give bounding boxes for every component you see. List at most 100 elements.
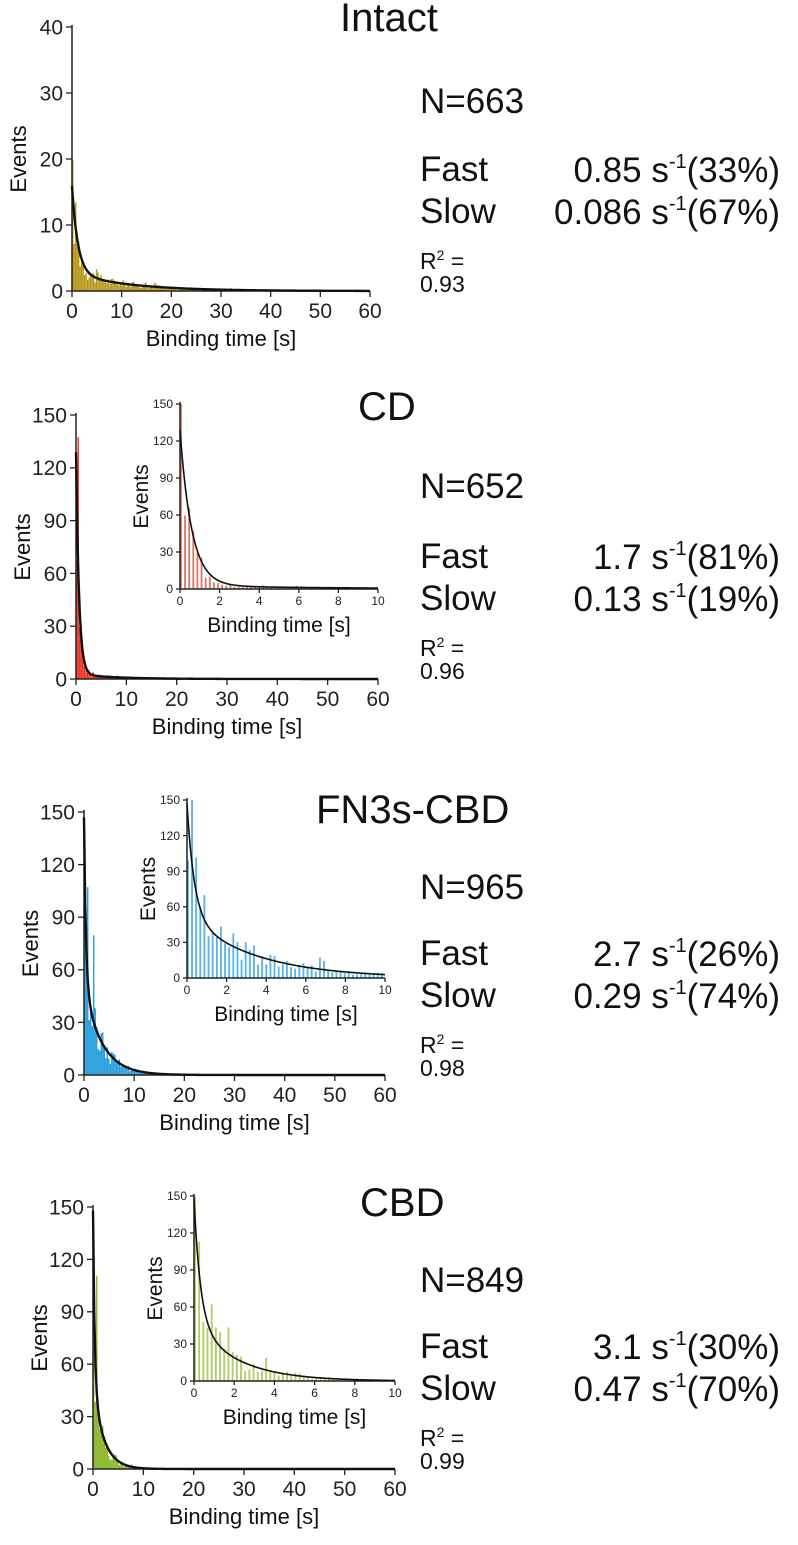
histogram-bar [257, 964, 259, 978]
histogram-bar [121, 1065, 124, 1075]
histogram-bar [171, 288, 174, 291]
histogram-bar [103, 1436, 106, 1469]
x-tick-label: 30 [215, 688, 238, 711]
fast-rate-percent: (30%) [686, 1328, 780, 1367]
histogram-bar [270, 587, 273, 589]
histogram-bar [302, 963, 305, 978]
histogram-bar [109, 1063, 112, 1075]
histogram-bar [118, 285, 120, 291]
fast-rate-value: 2.7 s [592, 935, 669, 974]
histogram-bar [159, 287, 162, 291]
event-count: N=849 [420, 1261, 525, 1300]
histogram-bar [128, 283, 131, 291]
r-squared: R2 = 0.93 [420, 248, 465, 296]
histogram-bar [180, 288, 183, 291]
histogram-bar [195, 857, 198, 978]
x-tick-label: 10 [110, 300, 133, 323]
histogram-bar [256, 1371, 259, 1381]
histogram-bar [144, 1073, 146, 1075]
histogram-bar [265, 964, 268, 978]
histogram-bar [269, 1370, 272, 1381]
fast-rate-percent: (26%) [686, 935, 780, 974]
histogram-bar [294, 1372, 297, 1381]
histogram-bar [376, 972, 379, 978]
histogram-bar [237, 586, 240, 589]
histogram-bar [213, 582, 215, 589]
histogram-bar [74, 202, 77, 291]
y-tick-label: 90 [44, 510, 67, 533]
histogram-bar [246, 586, 248, 589]
histogram-bar [97, 1405, 99, 1469]
slow-rate-value: 0.13 s [573, 580, 669, 619]
histogram-bar [269, 954, 272, 978]
x-tick-label: 8 [342, 983, 349, 997]
x-tick-label: 6 [295, 594, 302, 608]
y-tick-label: 90 [52, 907, 75, 930]
x-tick-label: 2 [216, 594, 223, 608]
histogram-bar [147, 288, 150, 291]
histogram-bar [116, 284, 119, 291]
histogram-bar [96, 1026, 98, 1075]
y-tick-label: 0 [55, 668, 67, 691]
x-tick-label: 40 [266, 688, 289, 711]
panel-cbd: CBD 0 10 20 30 40 50 60 0 30 60 90 120 150 Binding ti… [0, 1165, 798, 1545]
histogram-bar [106, 283, 108, 291]
histogram-bar [307, 1377, 309, 1381]
x-tick-label: 4 [263, 983, 270, 997]
histogram-bar [110, 279, 113, 291]
histogram-bar [146, 287, 148, 291]
y-tick-label: 150 [153, 397, 173, 411]
histogram-bar [93, 935, 95, 1075]
histogram-bar [103, 281, 105, 291]
x-tick-label: 0 [184, 983, 191, 997]
inset-chart: 0 2 4 6 8 10 0 30 60 90 120 150 Binding time [s] Even… [137, 793, 392, 1026]
histogram-bar [123, 1066, 125, 1075]
histogram-bar [115, 1455, 118, 1469]
histogram-bar [83, 275, 86, 291]
x-axis-label: Binding time [s] [152, 714, 302, 739]
y-tick-label: 60 [167, 900, 181, 914]
slow-label: Slow [420, 192, 496, 231]
histogram-bar [277, 1375, 280, 1381]
fast-rate-exponent: -1 [668, 538, 687, 560]
x-tick-label: 6 [311, 1386, 318, 1400]
histogram-bar [82, 262, 84, 291]
r-squared-prefix: R [420, 248, 437, 274]
histogram-bar [108, 1455, 110, 1469]
y-axis-label: Events [6, 125, 31, 192]
inset-chart: 0 2 4 6 8 10 0 30 60 90 120 150 Binding time [s] Even… [130, 397, 385, 637]
histogram-bar [211, 931, 214, 978]
histogram-bar [233, 586, 236, 589]
y-tick-label: 30 [40, 82, 63, 105]
histogram-bar [335, 971, 338, 978]
x-tick-label: 20 [165, 688, 188, 711]
slow-rate: 0.13 s-1(19%) [573, 581, 780, 617]
x-axis-label: Binding time [s] [169, 1504, 319, 1529]
histogram-bar [113, 280, 116, 291]
histogram-bar [92, 273, 95, 291]
histogram-bar [118, 1464, 121, 1469]
histogram-bar [80, 625, 82, 679]
histogram-bar [94, 1008, 96, 1075]
y-tick-label: 150 [40, 801, 75, 824]
histogram-bar [136, 284, 138, 291]
histogram-bar [152, 288, 154, 291]
x-tick-label: 0 [66, 300, 78, 323]
histogram-bar [290, 1375, 293, 1381]
r-squared-value: = 0.93 [420, 248, 465, 297]
fit-curve [91, 1210, 395, 1471]
x-tick-label: 50 [309, 300, 332, 323]
histogram-bar [253, 945, 255, 978]
histogram-bar [228, 946, 231, 978]
inset-chart: 0 2 4 6 8 10 0 30 60 90 120 150 Binding time [s] Even… [144, 1189, 402, 1429]
slow-label: Slow [420, 976, 496, 1015]
histogram-bar [130, 1070, 133, 1075]
histogram-bar [139, 287, 141, 291]
y-tick-label: 30 [44, 616, 67, 639]
histogram-bar [199, 906, 202, 978]
histogram-bar [118, 1059, 121, 1075]
panel-title: Intact [340, 0, 438, 40]
histogram-bar [119, 282, 122, 291]
